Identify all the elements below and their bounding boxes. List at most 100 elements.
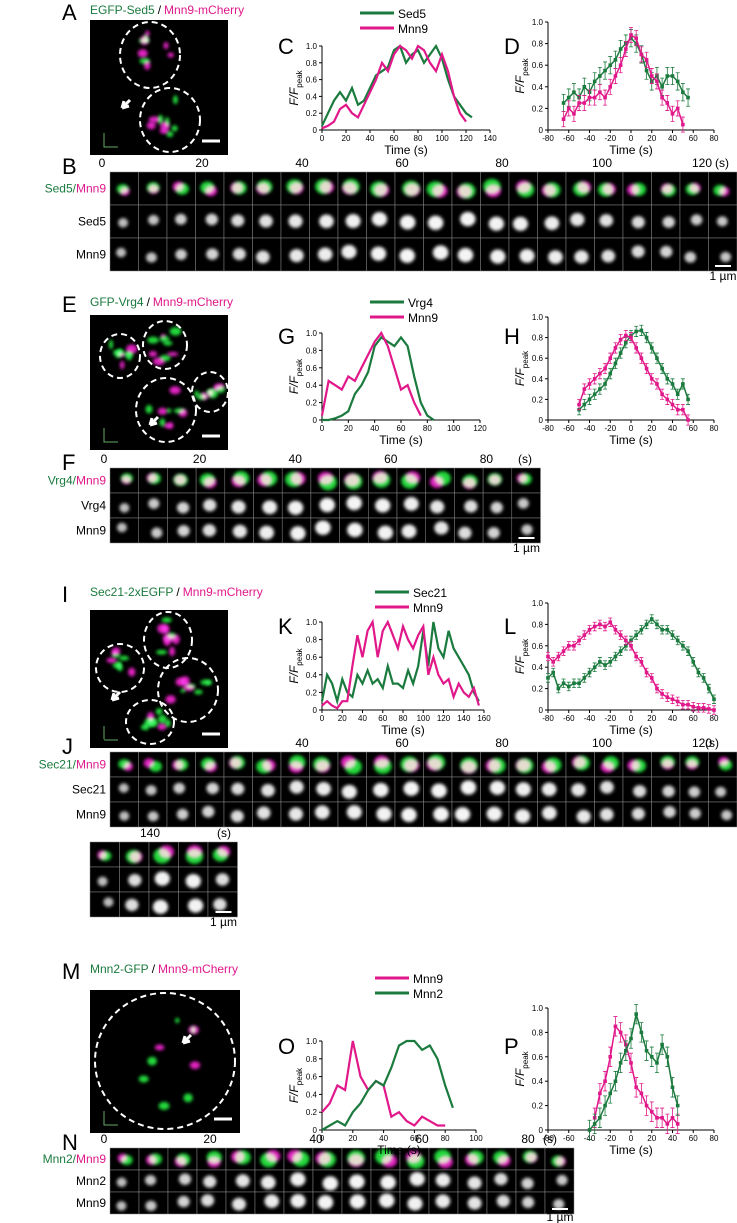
data-point xyxy=(670,74,675,78)
data-point xyxy=(556,654,561,659)
spot xyxy=(319,180,334,194)
data-point xyxy=(592,624,597,629)
spot xyxy=(231,214,245,227)
data-point xyxy=(655,1116,659,1120)
spot xyxy=(122,761,133,771)
panel-letter: F xyxy=(62,450,75,475)
spot xyxy=(631,216,645,229)
spot xyxy=(204,185,217,197)
data-point xyxy=(649,617,654,621)
row-label: Mnn2/Mnn9 xyxy=(43,1152,107,1166)
spot xyxy=(316,781,331,796)
data-point xyxy=(644,68,649,73)
spot xyxy=(404,183,420,197)
data-point xyxy=(551,670,555,675)
spot xyxy=(721,810,733,821)
data-point xyxy=(644,670,649,675)
x-tick-label: 20 xyxy=(338,714,347,723)
y-axis-label: F/Fpeak xyxy=(513,350,530,386)
y-label-main: F/F xyxy=(513,75,527,94)
panel-letter: I xyxy=(62,582,68,607)
spot xyxy=(118,217,129,228)
row-label-part: Mnn9 xyxy=(76,182,106,196)
spot xyxy=(206,389,214,395)
data-point xyxy=(655,79,659,84)
spot xyxy=(373,782,389,798)
data-point xyxy=(624,47,628,51)
y-tick-label: 0.8 xyxy=(306,59,318,68)
data-point xyxy=(592,1122,597,1126)
spot xyxy=(570,212,585,227)
spot xyxy=(516,473,528,484)
spot xyxy=(319,214,334,229)
data-point xyxy=(572,644,576,648)
data-point xyxy=(686,649,690,653)
spot xyxy=(627,184,641,196)
data-point xyxy=(587,95,592,100)
spot xyxy=(145,785,157,796)
time-unit: (s) xyxy=(705,736,719,750)
series-line xyxy=(578,329,689,411)
y-tick-label: 0.6 xyxy=(532,1053,544,1062)
arrow xyxy=(110,690,122,702)
y-tick-label: 0.6 xyxy=(306,364,318,373)
y-label-sub: peak xyxy=(521,350,530,368)
spot xyxy=(173,782,185,794)
data-point xyxy=(670,697,675,702)
data-point xyxy=(634,654,638,659)
data-point xyxy=(624,340,628,345)
scale-label: 1 µm xyxy=(710,269,737,283)
data-point xyxy=(686,418,690,422)
y-tick-label: 0.4 xyxy=(306,1090,318,1099)
spot xyxy=(157,407,168,415)
spot xyxy=(157,114,164,125)
x-tick-label: -80 xyxy=(542,714,554,723)
spot xyxy=(148,214,159,226)
spot xyxy=(232,1197,246,1211)
spot xyxy=(186,845,203,859)
spot xyxy=(264,1194,280,1208)
time-unit: (s) xyxy=(217,826,231,840)
y-tick-label: 0.2 xyxy=(306,688,318,697)
x-tick-label: -60 xyxy=(563,1134,575,1143)
spot xyxy=(485,759,502,773)
panel-letter: E xyxy=(62,292,77,317)
arrow xyxy=(148,415,160,427)
spot xyxy=(159,335,170,343)
spot xyxy=(175,249,187,260)
spot xyxy=(488,474,501,486)
spot xyxy=(165,719,171,728)
data-point xyxy=(670,112,675,116)
spot xyxy=(119,186,130,196)
title-part: Mnn9-mCherry xyxy=(164,3,244,17)
time-label: 100 xyxy=(592,156,612,170)
spot xyxy=(174,1156,187,1167)
spot xyxy=(106,657,117,663)
y-label-main: F/F xyxy=(287,665,301,684)
time-label: 60 xyxy=(395,736,409,750)
time-label: 40 xyxy=(295,736,309,750)
spot xyxy=(289,248,304,263)
spot xyxy=(380,1175,396,1190)
data-point xyxy=(613,1079,618,1083)
title-part: / xyxy=(176,585,180,599)
image-title: GFP-Vrg4/Mnn9-mCherry xyxy=(90,295,233,309)
spot xyxy=(167,52,174,58)
panel-letter: D xyxy=(504,34,520,59)
spot xyxy=(317,471,334,486)
x-tick-label: 80 xyxy=(423,424,432,433)
title-part: / xyxy=(147,295,151,309)
legend-label: Sed5 xyxy=(398,7,426,21)
y-tick-label: 0.4 xyxy=(306,381,318,390)
spot xyxy=(203,499,217,512)
data-point xyxy=(582,676,587,680)
spot xyxy=(158,714,167,724)
time-unit: (s) xyxy=(543,1132,557,1146)
data-point xyxy=(655,622,659,627)
spot xyxy=(159,418,166,427)
data-point xyxy=(618,633,623,637)
x-tick-label: -80 xyxy=(542,134,554,143)
data-point xyxy=(613,74,618,78)
y-tick-label: 1.0 xyxy=(306,618,318,627)
time-label: 0 xyxy=(99,736,106,750)
